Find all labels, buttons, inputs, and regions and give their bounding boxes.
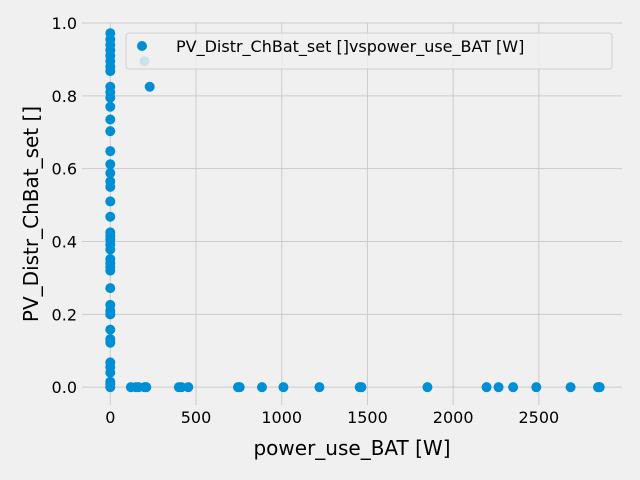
x-tick-label: 1500 — [347, 408, 388, 427]
legend-box — [125, 32, 613, 70]
data-point — [105, 337, 116, 348]
y-axis-label: PV_Distr_ChBat_set [] — [19, 106, 43, 322]
x-tick-label: 500 — [181, 408, 212, 427]
data-point — [565, 382, 576, 393]
data-point — [141, 382, 152, 393]
data-point — [105, 382, 116, 393]
data-point — [278, 382, 289, 393]
legend-label: PV_Distr_ChBat_set []vspower_use_BAT [W] — [176, 37, 524, 57]
data-point — [176, 382, 187, 393]
data-point — [105, 265, 116, 276]
y-tick-label: 0.2 — [52, 305, 77, 324]
data-points — [105, 28, 605, 393]
grid — [82, 22, 622, 405]
data-point — [105, 114, 116, 125]
data-point — [422, 382, 433, 393]
y-tick-label: 0.6 — [52, 160, 77, 179]
data-point — [105, 196, 116, 207]
data-point — [105, 367, 116, 378]
data-point — [493, 382, 504, 393]
data-point — [105, 159, 116, 170]
data-point — [257, 382, 267, 393]
y-tick-label: 1.0 — [52, 14, 77, 33]
y-tick-label: 0.0 — [52, 378, 77, 397]
data-point — [105, 324, 116, 335]
y-tick-label: 0.4 — [52, 232, 77, 251]
data-point — [594, 382, 605, 393]
data-point — [105, 244, 116, 255]
data-point — [234, 382, 245, 393]
data-point — [105, 92, 116, 103]
x-axis-label: power_use_BAT [W] — [253, 436, 450, 460]
data-point — [481, 382, 492, 393]
x-tick-label: 2500 — [518, 408, 559, 427]
data-point — [105, 309, 116, 320]
data-point — [314, 382, 325, 393]
data-point — [144, 81, 155, 92]
data-point — [105, 146, 116, 157]
data-point — [531, 382, 542, 393]
data-point — [105, 283, 116, 294]
legend: PV_Distr_ChBat_set []vspower_use_BAT [W] — [125, 32, 613, 70]
data-point — [105, 211, 116, 222]
y-tick-label: 0.8 — [52, 87, 77, 106]
tick-labels: 0 500 1000 1500 2000 2500 0.0 0.2 0.4 0.6 0.8 1.0 — [52, 14, 560, 427]
legend-marker — [137, 41, 147, 51]
x-tick-label: 2000 — [433, 408, 474, 427]
data-point — [105, 101, 116, 112]
x-tick-label: 0 — [105, 408, 115, 427]
data-point — [105, 66, 116, 77]
data-point — [105, 181, 116, 192]
data-point — [356, 382, 367, 393]
data-point — [183, 382, 194, 393]
x-tick-label: 1000 — [261, 408, 302, 427]
data-point — [508, 382, 519, 393]
data-point — [105, 126, 116, 137]
data-point — [105, 168, 116, 179]
